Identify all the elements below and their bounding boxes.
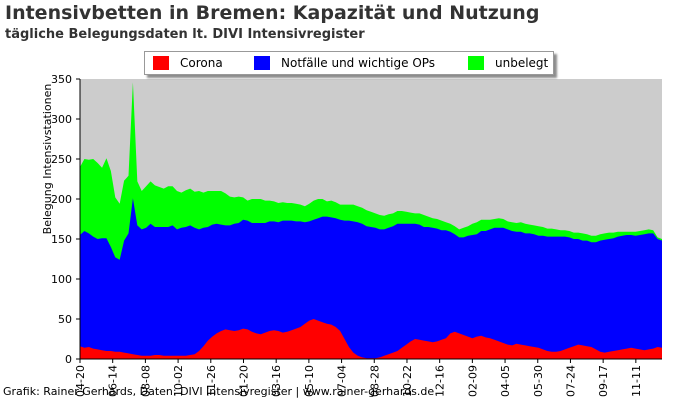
x-tick-label: 11-11	[630, 365, 643, 397]
y-tick-label: 200	[51, 193, 72, 206]
chart-title: Intensivbetten in Bremen: Kapazität und …	[5, 2, 540, 24]
x-tick-label: 08-28	[368, 365, 381, 397]
area-series-notf-lle-und-wichtige-ops	[80, 198, 662, 359]
y-tick-label: 150	[51, 233, 72, 246]
legend-swatch-corona	[153, 56, 169, 70]
y-tick-label: 250	[51, 153, 72, 166]
x-tick-label: 03-16	[270, 365, 283, 397]
x-tick-label: 06-14	[107, 365, 120, 397]
x-tick-label: 12-16	[434, 365, 447, 397]
y-axis-label: Belegung Intensivstationen	[41, 84, 54, 235]
x-tick-label: 11-26	[205, 365, 218, 397]
y-tick-label: 50	[58, 313, 72, 326]
x-tick-label: 05-10	[303, 365, 316, 397]
legend-item-unbelegt: unbelegt	[468, 55, 548, 71]
x-tick-label: 04-05	[499, 365, 512, 397]
x-tick-label: 10-22	[401, 365, 414, 397]
legend-label-corona: Corona	[180, 56, 223, 70]
x-tick-label: 09-17	[597, 365, 610, 397]
x-tick-label: 05-30	[532, 365, 545, 397]
x-tick-label: 02-09	[466, 365, 479, 397]
legend-label-unbelegt: unbelegt	[495, 56, 549, 70]
y-tick-label: 0	[65, 353, 72, 366]
legend-swatch-notfaelle	[254, 56, 270, 70]
chart-subtitle: tägliche Belegungsdaten lt. DIVI Intensi…	[5, 27, 365, 42]
x-tick-label: 04-20	[74, 365, 87, 397]
legend-label-notfaelle: Notfälle und wichtige OPs	[281, 56, 436, 70]
footer-credit: Grafik: Rainer Gerhards, Daten: DIVI Int…	[3, 385, 435, 398]
legend-swatch-unbelegt	[468, 56, 484, 70]
x-tick-label: 07-24	[564, 365, 577, 397]
x-tick-label: 01-20	[237, 365, 250, 397]
chart-legend: Corona Notfälle und wichtige OPs unbeleg…	[144, 51, 554, 75]
y-tick-label: 350	[51, 73, 72, 86]
x-tick-label: 07-04	[336, 365, 349, 397]
legend-item-corona: Corona	[153, 55, 223, 71]
legend-item-notfaelle: Notfälle und wichtige OPs	[254, 55, 435, 71]
y-tick-label: 100	[51, 273, 72, 286]
area-series-corona	[80, 319, 662, 359]
x-tick-label: 10-02	[172, 365, 185, 397]
x-tick-label: 08-08	[139, 365, 152, 397]
y-tick-label: 300	[51, 113, 72, 126]
